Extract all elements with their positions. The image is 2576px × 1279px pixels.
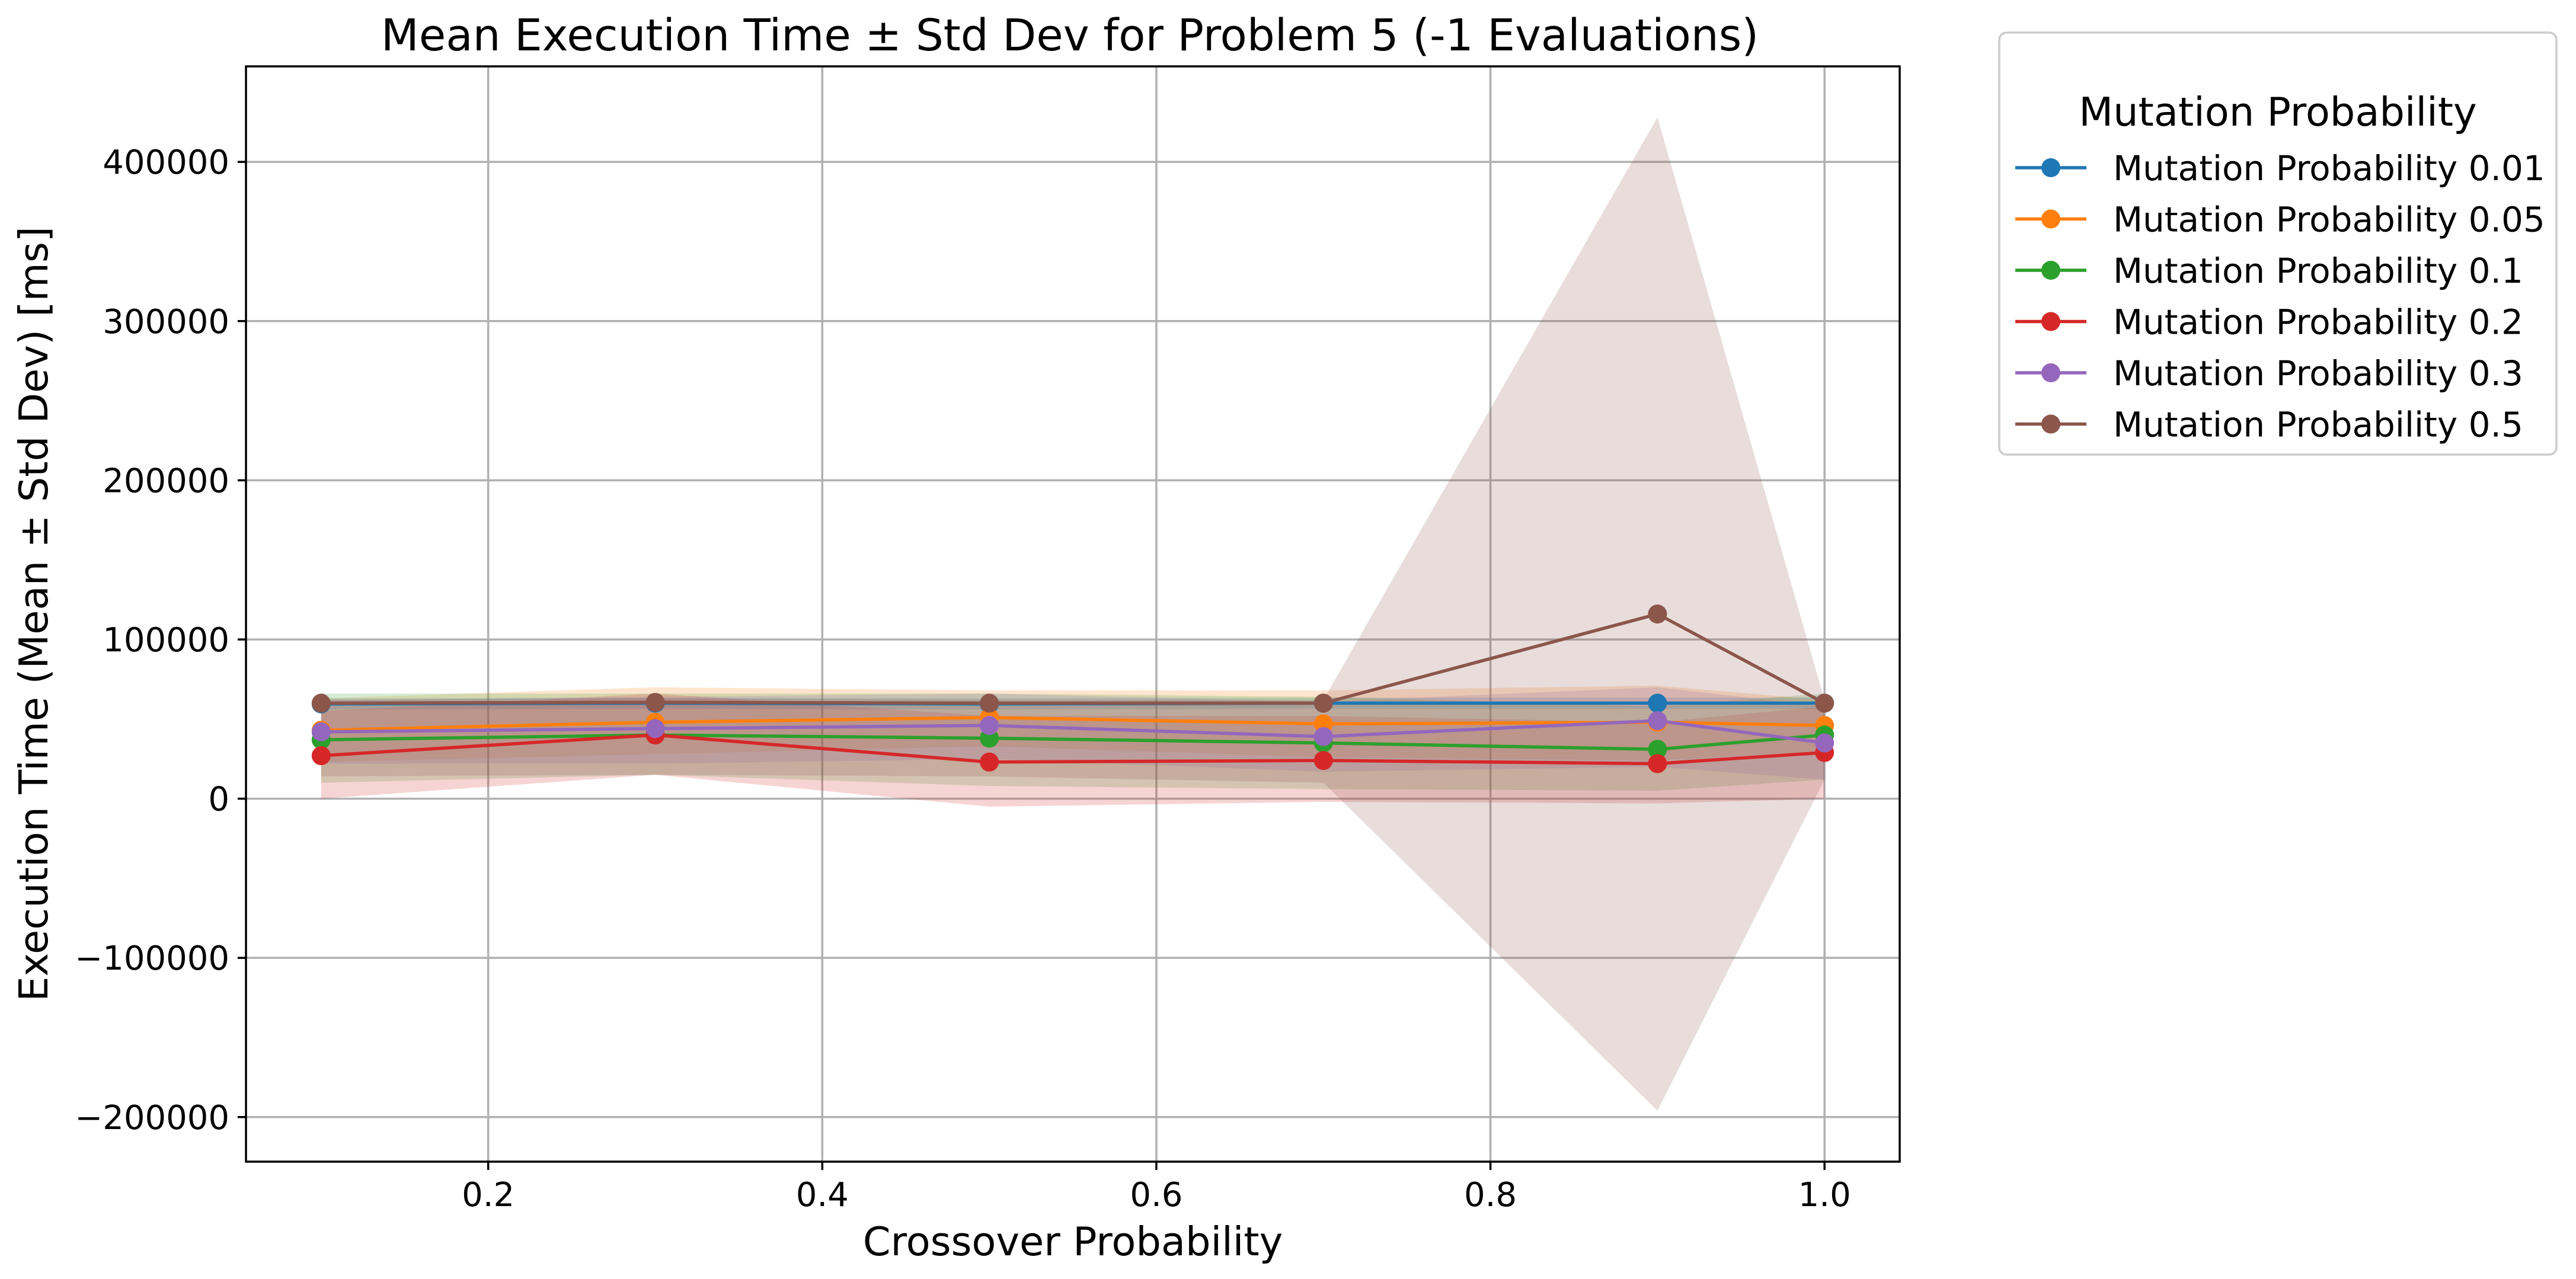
legend-label: Mutation Probability 0.1 xyxy=(2113,251,2523,291)
y-tick-label: −100000 xyxy=(75,939,229,978)
data-point xyxy=(980,716,999,736)
data-point xyxy=(1313,693,1333,713)
series-markers xyxy=(311,605,1834,773)
x-tick-label: 1.0 xyxy=(1798,1176,1851,1214)
legend-marker xyxy=(2041,414,2060,434)
data-point xyxy=(1648,605,1667,623)
legend-label: Mutation Probability 0.05 xyxy=(2113,200,2545,240)
data-point xyxy=(980,752,999,772)
legend-entry: Mutation Probability 0.2 xyxy=(2015,302,2523,343)
data-point xyxy=(1648,693,1667,713)
y-tick-label: 200000 xyxy=(103,462,229,500)
legend-entry: Mutation Probability 0.01 xyxy=(2015,148,2545,188)
legend-marker xyxy=(2041,312,2060,331)
legend-entries: Mutation Probability 0.01 Mutation Probab… xyxy=(2015,148,2545,445)
y-tick-label: 0 xyxy=(208,781,229,819)
legend-label: Mutation Probability 0.5 xyxy=(2113,405,2523,445)
x-tick-label: 0.4 xyxy=(796,1176,849,1214)
std-dev-band-5 xyxy=(321,117,1825,1111)
legend-title: Mutation Probability xyxy=(2079,89,2476,135)
data-point xyxy=(1313,727,1333,746)
data-point xyxy=(311,693,331,713)
plot-frame xyxy=(245,65,1901,1163)
data-point xyxy=(1648,711,1667,730)
legend-entry: Mutation Probability 0.5 xyxy=(2015,405,2523,445)
x-tick-label: 0.8 xyxy=(1464,1176,1517,1214)
chart-title: Mean Execution Time ± Std Dev for Proble… xyxy=(381,10,1759,61)
legend-entry: Mutation Probability 0.05 xyxy=(2015,200,2545,240)
series-line-4 xyxy=(321,719,1825,745)
x-axis-label: Crossover Probability xyxy=(863,1219,1283,1265)
data-point xyxy=(1313,751,1333,770)
legend-label: Mutation Probability 0.01 xyxy=(2113,148,2545,188)
data-point xyxy=(645,693,665,712)
data-point xyxy=(1815,693,1834,713)
legend-frame xyxy=(1998,31,2558,456)
legend-marker xyxy=(2041,209,2060,229)
data-point xyxy=(311,722,331,741)
y-tick-label: −200000 xyxy=(75,1099,229,1137)
data-point xyxy=(1648,740,1667,759)
series-lines xyxy=(321,612,1826,766)
x-tick-label: 0.2 xyxy=(462,1176,514,1214)
data-point xyxy=(980,693,999,713)
series-line-3 xyxy=(321,733,1825,766)
data-point xyxy=(311,746,331,766)
series-line-5 xyxy=(321,612,1826,705)
data-point xyxy=(1648,754,1667,773)
legend-entry: Mutation Probability 0.3 xyxy=(2015,353,2523,394)
legend-marker xyxy=(2041,363,2060,382)
legend-label: Mutation Probability 0.2 xyxy=(2113,302,2523,343)
axis-ticks: 0.2 0.4 0.6 0.8 1.0 −200000 −100000 0 100000 2000… xyxy=(75,143,1850,1214)
series-line-2 xyxy=(321,733,1825,752)
x-tick-label: 0.6 xyxy=(1130,1176,1182,1214)
std-dev-band-2 xyxy=(321,693,1825,791)
legend-label: Mutation Probability 0.3 xyxy=(2113,353,2523,394)
legend-entry: Mutation Probability 0.1 xyxy=(2015,251,2523,291)
legend-marker xyxy=(2041,158,2060,177)
legend-marker xyxy=(2041,261,2060,280)
grid-lines xyxy=(246,66,1900,1162)
y-tick-label: 400000 xyxy=(103,143,229,182)
y-tick-label: 300000 xyxy=(103,303,229,341)
std-dev-band-4 xyxy=(321,687,1825,780)
legend: Mutation Probability Mutation Probabilit… xyxy=(1998,31,2558,456)
y-axis-label: Execution Time (Mean ± Std Dev) [ms] xyxy=(11,226,57,1002)
y-tick-label: 100000 xyxy=(103,621,229,660)
data-point xyxy=(645,719,665,738)
data-point xyxy=(1815,733,1834,753)
